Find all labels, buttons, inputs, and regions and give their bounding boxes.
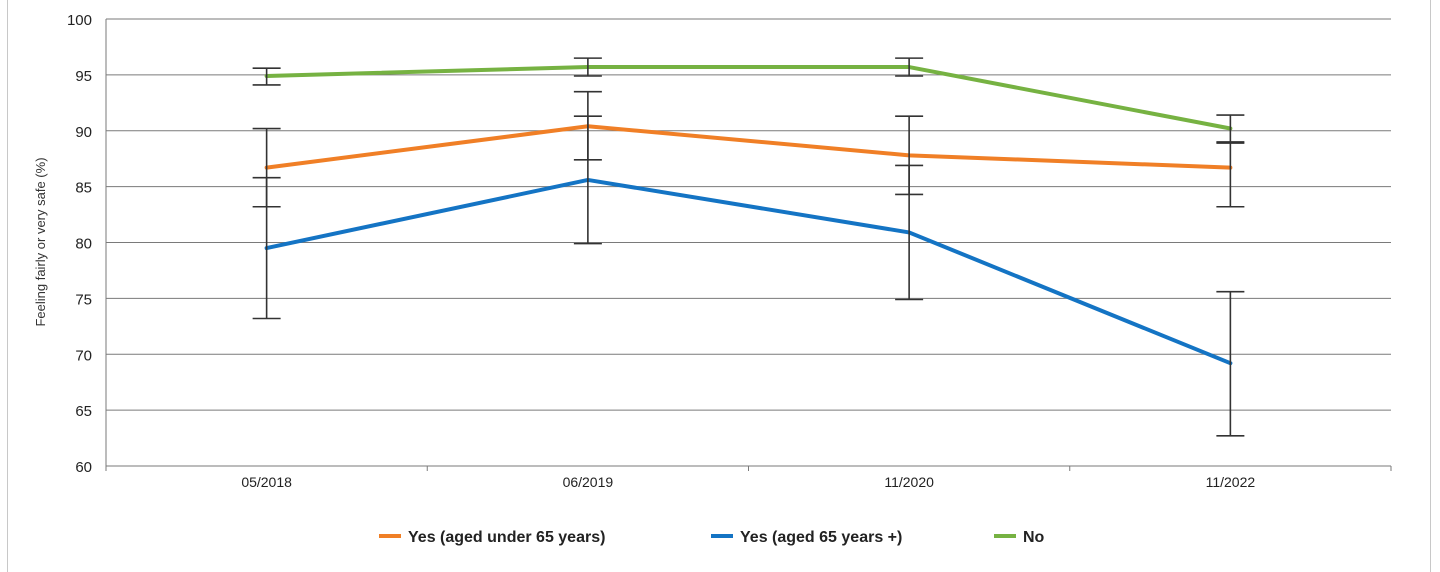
y-tick-label: 65 (75, 403, 92, 420)
legend: Yes (aged under 65 years) Yes (aged 65 ye… (379, 529, 1045, 546)
y-tick-label: 90 (75, 124, 92, 141)
y-tick-label: 95 (75, 68, 92, 85)
legend-label: Yes (aged 65 years +) (740, 529, 902, 546)
y-tick-label: 85 (75, 180, 92, 197)
series-lines (264, 65, 1233, 366)
chart-frame (7, 0, 1431, 572)
y-tick-label: 80 (75, 236, 92, 253)
series-line (264, 65, 1233, 131)
error-bars (252, 57, 1245, 437)
series-line (264, 177, 1233, 366)
y-tick-label: 100 (67, 12, 92, 29)
x-tick-label: 11/2020 (884, 474, 934, 490)
y-tick-label: 60 (75, 459, 92, 476)
legend-label: No (1023, 529, 1045, 546)
x-tick-labels: 05/2018 06/2019 11/2020 11/2022 (241, 474, 1255, 490)
axes (105, 19, 1392, 471)
series-line (264, 124, 1233, 170)
y-tick-label: 75 (75, 291, 92, 308)
x-tick-label: 11/2022 (1206, 474, 1256, 490)
y-axis-label: Feeling fairly or very safe (%) (33, 157, 48, 326)
y-tick-label: 70 (75, 347, 92, 364)
x-tick-label: 05/2018 (241, 474, 292, 490)
y-tick-labels: 60 65 70 75 80 85 90 95 100 (67, 12, 92, 476)
x-tick-label: 06/2019 (563, 474, 614, 490)
legend-label: Yes (aged under 65 years) (408, 529, 605, 546)
